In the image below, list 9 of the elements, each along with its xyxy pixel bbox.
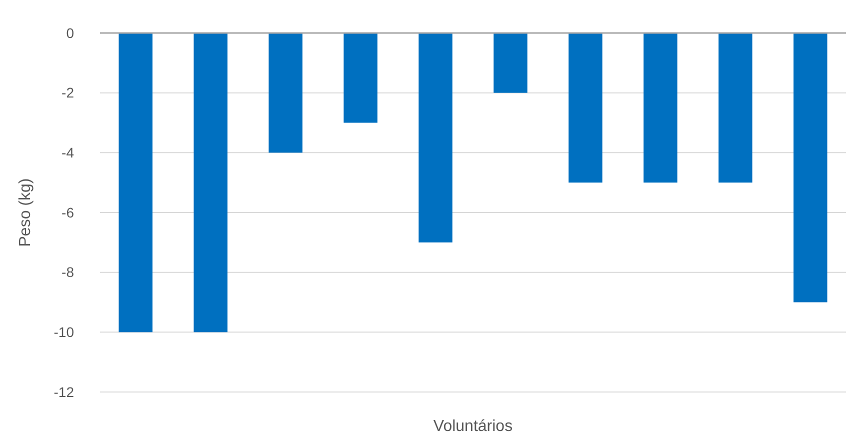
y-tick-label: -6 xyxy=(62,204,74,220)
y-tick-label: -12 xyxy=(54,384,74,400)
x-axis-title: Voluntários xyxy=(433,418,513,435)
y-tick-label: -2 xyxy=(62,84,74,101)
y-tick-label: -10 xyxy=(54,324,74,340)
y-tick-label: -4 xyxy=(62,144,74,161)
y-axis-title: Peso (kg) xyxy=(17,178,34,247)
y-tick-label: 0 xyxy=(66,24,74,41)
y-tick-label: -8 xyxy=(62,264,74,280)
